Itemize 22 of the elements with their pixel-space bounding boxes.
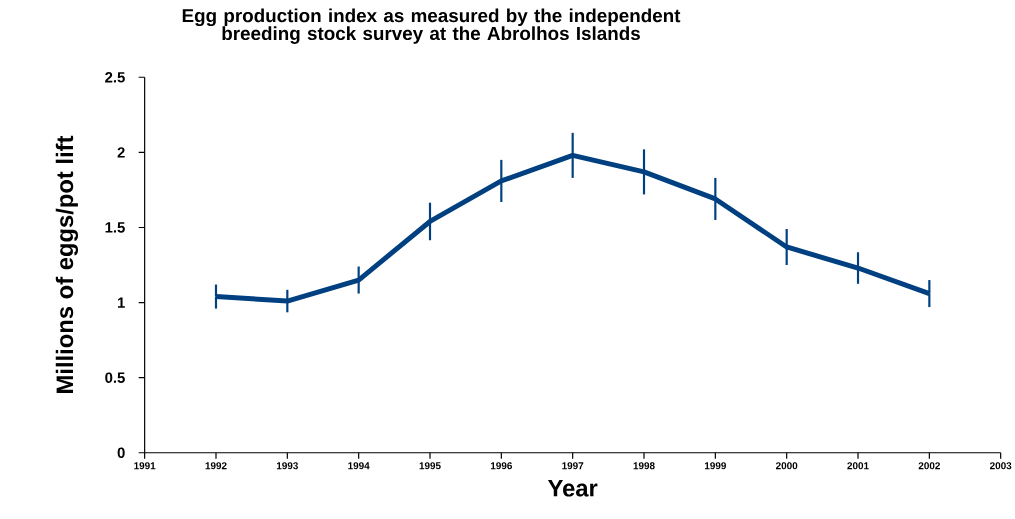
x-tick-label: 1996: [490, 462, 512, 470]
x-tick-label: 2003: [990, 462, 1012, 470]
x-axis-title: Year: [547, 479, 598, 497]
x-tick-label: 1993: [276, 462, 298, 470]
x-tick-label: 1994: [348, 462, 370, 470]
y-tick-label: 1.5: [105, 222, 125, 233]
y-tick-label: 0.5: [105, 372, 125, 383]
x-tick-label: 2001: [847, 462, 869, 470]
y-axis-title: Millions of eggs/pot lift: [55, 135, 79, 393]
x-tick-label: 1999: [704, 462, 726, 470]
x-tick-label: 1992: [205, 462, 227, 470]
x-tick-label: 1997: [562, 462, 584, 470]
x-tick-label: 2000: [776, 462, 798, 470]
x-tick-label: 1995: [419, 462, 441, 470]
y-tick-label: 2.5: [105, 71, 125, 83]
y-tick-label: 2: [117, 147, 125, 158]
y-tick-label: 1: [117, 297, 125, 308]
x-tick-label: 1998: [633, 462, 655, 470]
y-tick-label: 0: [117, 447, 125, 458]
x-tick-label: 2002: [918, 462, 940, 470]
chart-title: Egg production index as measured by the independent breeding stock survey at the Abrolhos Islands: [182, 8, 681, 44]
x-tick-label: 1991: [134, 462, 156, 470]
